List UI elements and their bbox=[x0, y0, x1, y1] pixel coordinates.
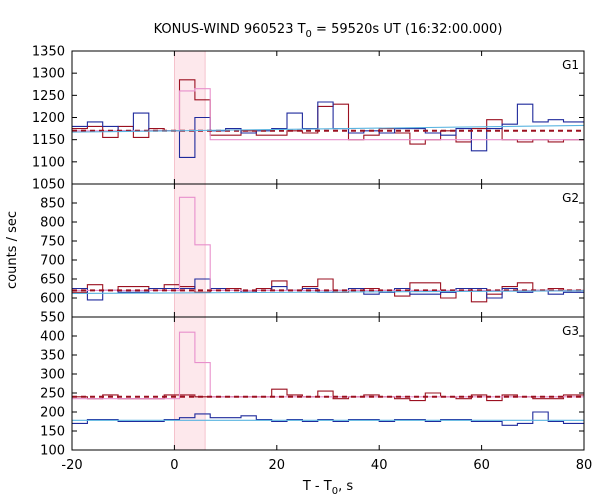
panel-G3-label: G3 bbox=[562, 324, 579, 338]
panel-G3-y-tick-label: 150 bbox=[40, 425, 65, 440]
panel-G2-series-red bbox=[72, 278, 584, 303]
x-tick-label: 0 bbox=[170, 458, 178, 473]
x-tick-label: 80 bbox=[576, 458, 593, 473]
panel-G1-y-tick-label: 1050 bbox=[32, 178, 65, 193]
chart-title-subscript: 0 bbox=[306, 29, 312, 40]
x-tick-label: 20 bbox=[269, 458, 286, 473]
y-axis-label: counts / sec bbox=[5, 211, 20, 289]
panel-G3-series-blue bbox=[72, 411, 584, 426]
panel-G2-frame bbox=[71, 183, 585, 318]
panel-G2-y-tick-label: 750 bbox=[40, 235, 65, 250]
panel-G3-y-tick-label: 350 bbox=[40, 349, 65, 364]
panel-G1-y-tick-label: 1150 bbox=[32, 133, 65, 148]
panel-G3-series-pink bbox=[72, 331, 584, 400]
chart-title-rest: = 59520s UT (16:32:00.000) bbox=[312, 22, 502, 37]
panel-G2-y-tick-label: 700 bbox=[40, 254, 65, 269]
x-axis-label-rest: , s bbox=[338, 479, 353, 494]
panel-G3-frame bbox=[71, 316, 585, 451]
panel-G1-y-tick-label: 1350 bbox=[32, 45, 65, 60]
panel-G3-y-tick-label: 200 bbox=[40, 406, 65, 421]
panel-G2-y-tick-label: 800 bbox=[40, 216, 65, 231]
panel-G3-y-tick-label: 100 bbox=[40, 444, 65, 459]
panel-G2-y-tick-label: 850 bbox=[40, 197, 65, 212]
panel-G2-label: G2 bbox=[562, 191, 579, 205]
panel-G1-y-tick-label: 1300 bbox=[32, 67, 65, 82]
panel-G3-y-tick-label: 300 bbox=[40, 368, 65, 383]
panel-G1-y-tick-label: 1200 bbox=[32, 111, 65, 126]
panel-G2-y-tick-label: 600 bbox=[40, 292, 65, 307]
panel-G1-y-tick-label: 1250 bbox=[32, 89, 65, 104]
panel-G2-y-tick-label: 550 bbox=[40, 311, 65, 326]
x-tick-label: 60 bbox=[473, 458, 490, 473]
panel-G3-y-tick-label: 250 bbox=[40, 387, 65, 402]
panel-G1-series-red bbox=[72, 79, 584, 145]
x-tick-label: 40 bbox=[371, 458, 388, 473]
panel-G2-series-pink bbox=[72, 196, 584, 291]
chart-title: KONUS-WIND 960523 T0 = 59520s UT (16:32:… bbox=[154, 22, 503, 40]
panel-G2-fit-cyan bbox=[71, 290, 585, 294]
x-tick-label: -20 bbox=[61, 458, 82, 473]
x-axis-label: T - T0, s bbox=[302, 479, 353, 497]
chart-title-main: KONUS-WIND 960523 T bbox=[154, 22, 306, 37]
panel-G1-fit-cyan bbox=[71, 124, 585, 133]
panel-G1-label: G1 bbox=[562, 58, 579, 72]
x-axis-label-subscript: 0 bbox=[332, 486, 338, 497]
panel-G1-series-blue bbox=[72, 101, 584, 158]
plot-layer: 1050110011501200125013001350G15506006507… bbox=[32, 45, 592, 474]
panel-G3-y-tick-label: 400 bbox=[40, 330, 65, 345]
panel-G2-y-tick-label: 650 bbox=[40, 273, 65, 288]
panel-G1-y-tick-label: 1100 bbox=[32, 155, 65, 170]
x-axis-label-main: T - T bbox=[302, 479, 332, 494]
